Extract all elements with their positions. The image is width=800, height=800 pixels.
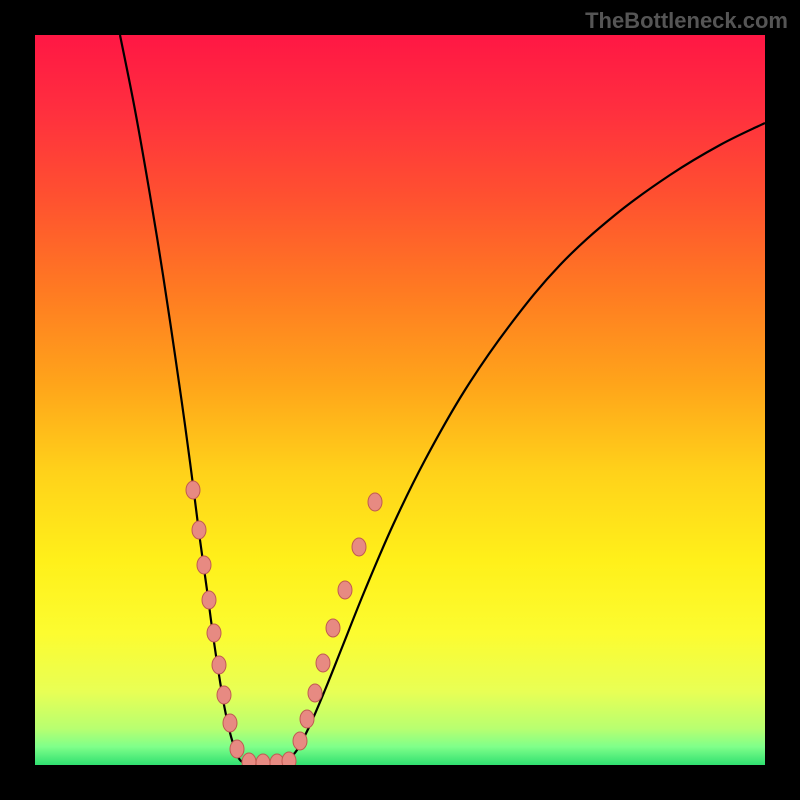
data-marker (186, 481, 200, 499)
data-marker (202, 591, 216, 609)
data-marker (308, 684, 322, 702)
v-curve-line (120, 35, 765, 763)
data-marker (316, 654, 330, 672)
data-marker (197, 556, 211, 574)
data-marker (212, 656, 226, 674)
bottleneck-chart (35, 35, 765, 765)
curve-overlay (35, 35, 765, 765)
data-marker (352, 538, 366, 556)
data-marker (192, 521, 206, 539)
data-marker (223, 714, 237, 732)
data-marker (300, 710, 314, 728)
data-marker (338, 581, 352, 599)
data-marker (256, 754, 270, 765)
data-marker (230, 740, 244, 758)
watermark-text: TheBottleneck.com (585, 8, 788, 34)
data-marker (368, 493, 382, 511)
data-marker (207, 624, 221, 642)
data-marker (293, 732, 307, 750)
data-marker (282, 752, 296, 765)
data-marker (217, 686, 231, 704)
data-marker (326, 619, 340, 637)
data-marker (242, 753, 256, 765)
